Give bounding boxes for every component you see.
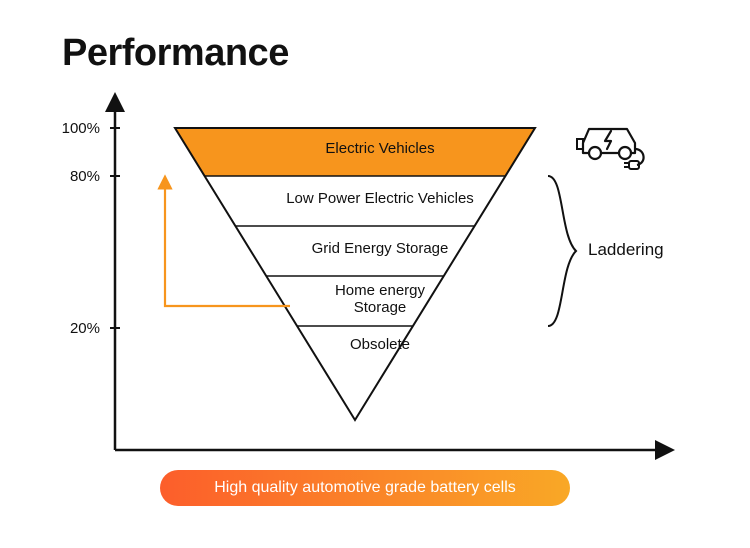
ev-car-icon <box>577 129 644 169</box>
level-highlight-ev <box>175 128 535 176</box>
laddering-label: Laddering <box>588 240 664 260</box>
performance-diagram: 100% 80% 20% <box>80 120 680 520</box>
caption-text: High quality automotive grade battery ce… <box>214 479 516 497</box>
caption-bar: High quality automotive grade battery ce… <box>160 470 570 506</box>
laddering-arrow <box>165 182 290 306</box>
page-title: Performance <box>62 32 289 75</box>
brace-icon <box>548 176 576 326</box>
